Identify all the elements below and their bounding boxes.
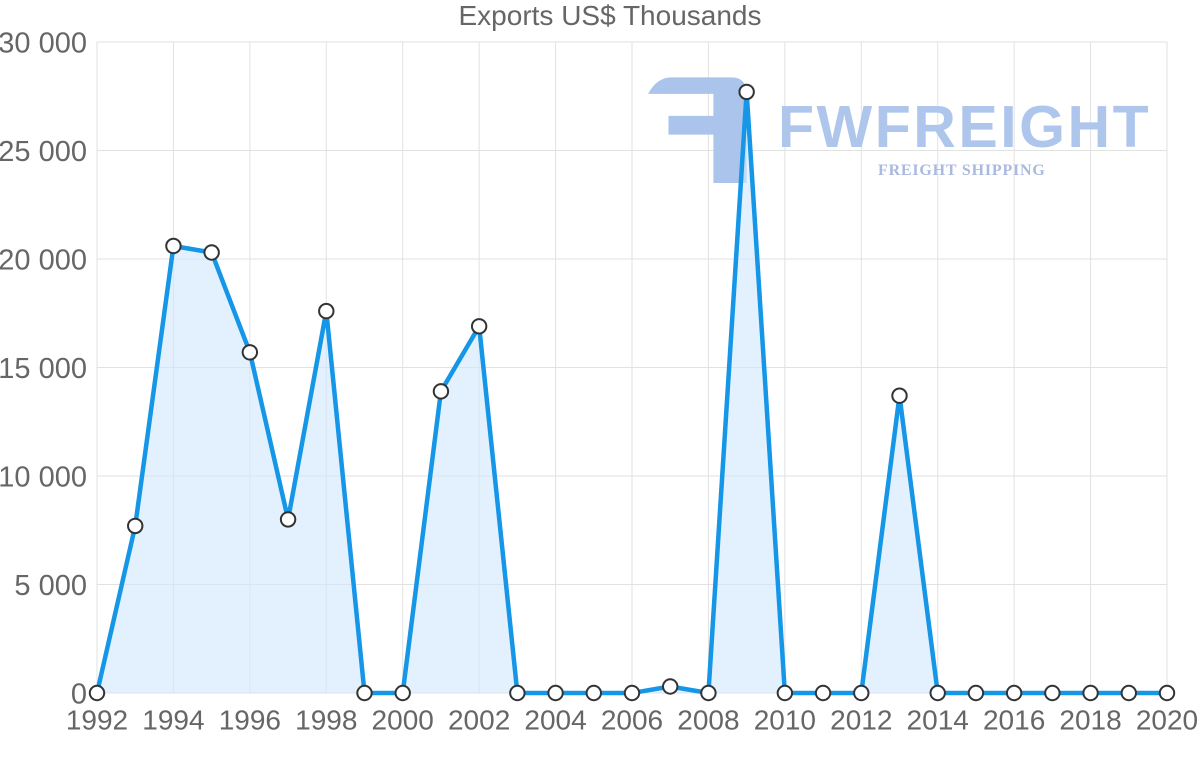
svg-text:2010: 2010 <box>754 705 816 736</box>
svg-text:1998: 1998 <box>295 705 357 736</box>
svg-text:25 000: 25 000 <box>0 136 87 168</box>
svg-text:2016: 2016 <box>983 705 1045 736</box>
svg-text:Exports US$ Thousands: Exports US$ Thousands <box>459 0 762 31</box>
svg-text:2018: 2018 <box>1059 705 1121 736</box>
svg-text:2014: 2014 <box>907 705 969 736</box>
svg-text:30 000: 30 000 <box>0 28 87 60</box>
svg-text:2004: 2004 <box>524 705 586 736</box>
svg-text:15 000: 15 000 <box>0 353 87 385</box>
svg-text:1992: 1992 <box>66 705 128 736</box>
svg-text:2008: 2008 <box>677 705 739 736</box>
svg-text:2000: 2000 <box>372 705 434 736</box>
svg-text:20 000: 20 000 <box>0 245 87 277</box>
svg-text:5 000: 5 000 <box>14 570 87 602</box>
svg-text:1996: 1996 <box>219 705 281 736</box>
svg-text:1994: 1994 <box>142 705 204 736</box>
svg-text:2002: 2002 <box>448 705 510 736</box>
svg-text:10 000: 10 000 <box>0 462 87 494</box>
svg-text:2006: 2006 <box>601 705 663 736</box>
svg-text:2012: 2012 <box>830 705 892 736</box>
svg-text:FWFREIGHT: FWFREIGHT <box>778 94 1151 160</box>
svg-text:FREIGHT SHIPPING: FREIGHT SHIPPING <box>878 162 1046 179</box>
svg-text:2020: 2020 <box>1136 705 1198 736</box>
